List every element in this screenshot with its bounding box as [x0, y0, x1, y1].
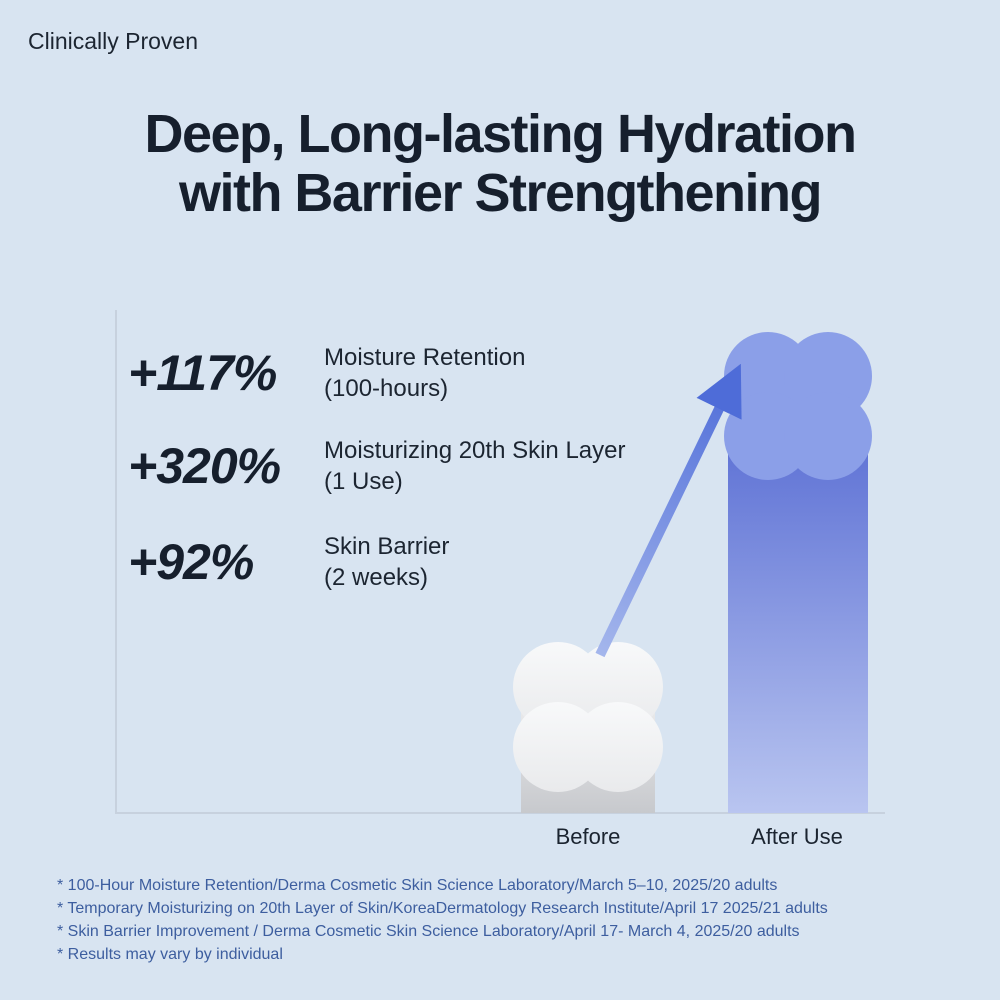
stat-label-main: Moisture Retention	[324, 344, 526, 371]
stat-label-main: Moisturizing 20th Skin Layer	[324, 437, 626, 464]
after-flower-icon	[724, 332, 872, 480]
before-after-bar-chart	[115, 310, 885, 814]
stat-label-moisturizing-20th-layer: Moisturizing 20th Skin Layer (1 Use)	[324, 435, 625, 497]
footnote-3: * Skin Barrier Improvement / Derma Cosme…	[57, 923, 800, 940]
stat-skin-barrier: +92% Skin Barrier (2 weeks)	[128, 529, 449, 595]
footnote-4: * Results may vary by individual	[57, 946, 283, 963]
stat-moisturizing-20th-layer: +320% Moisturizing 20th Skin Layer (1 Us…	[128, 433, 625, 499]
footnote-2: * Temporary Moisturizing on 20th Layer o…	[57, 900, 828, 917]
stat-label-detail: (2 weeks)	[324, 564, 429, 591]
stat-label-detail: (1 Use)	[324, 468, 403, 495]
stat-label-moisture-retention: Moisture Retention (100-hours)	[324, 342, 525, 404]
stat-label-detail: (100-hours)	[324, 375, 449, 402]
stat-moisture-retention: +117% Moisture Retention (100-hours)	[128, 340, 525, 406]
x-tick-before: Before	[555, 824, 621, 849]
x-tick-after: After Use	[751, 824, 843, 849]
title-line-2: with Barrier Strengthening	[178, 163, 823, 223]
after-bar	[728, 424, 868, 813]
page-title: Deep, Long-lasting Hydration with Barrie…	[0, 105, 1000, 223]
title-line-1: Deep, Long-lasting Hydration	[144, 104, 857, 164]
improvement-arrow-icon	[595, 363, 742, 658]
stat-value-moisturizing-20th-layer: +320%	[128, 438, 281, 494]
stat-label-main: Skin Barrier	[324, 533, 450, 560]
stat-value-skin-barrier: +92%	[128, 534, 254, 590]
footnotes: * 100-Hour Moisture Retention/Derma Cosm…	[57, 874, 828, 966]
eyebrow-text: Clinically Proven	[28, 28, 199, 54]
before-flower-icon	[513, 642, 663, 792]
footnote-1: * 100-Hour Moisture Retention/Derma Cosm…	[57, 877, 778, 894]
stat-label-skin-barrier: Skin Barrier (2 weeks)	[324, 531, 449, 593]
stat-value-moisture-retention: +117%	[128, 345, 277, 401]
